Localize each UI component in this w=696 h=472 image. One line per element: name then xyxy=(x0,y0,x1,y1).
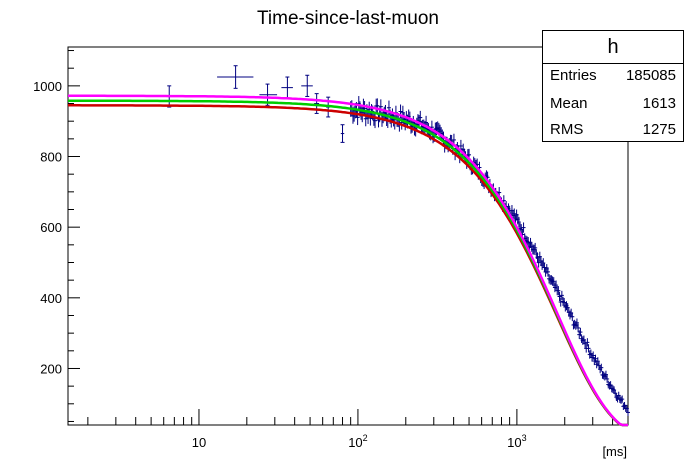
data-point xyxy=(429,120,434,134)
data-point xyxy=(533,242,538,253)
data-point xyxy=(605,375,610,383)
data-point xyxy=(595,357,600,366)
stats-box: h Entries 185085 Mean 1613 RMS 1275 xyxy=(542,30,684,142)
data-point xyxy=(373,113,378,129)
data-point xyxy=(624,404,629,413)
data-point xyxy=(557,291,562,302)
y-tick-label: 800 xyxy=(40,150,62,165)
data-point xyxy=(554,280,559,290)
data-point xyxy=(626,408,630,416)
stats-label: Mean xyxy=(550,95,588,112)
data-point xyxy=(559,290,564,300)
stats-row-mean: Mean 1613 xyxy=(543,91,683,117)
x-axis-label: [ms] xyxy=(602,444,627,459)
data-point xyxy=(535,252,540,263)
stats-row-rms: RMS 1275 xyxy=(543,117,683,143)
data-point xyxy=(603,370,608,379)
plot-frame xyxy=(67,46,629,426)
data-point xyxy=(545,267,550,277)
data-point xyxy=(355,109,360,126)
stats-label: RMS xyxy=(550,121,584,138)
chart-title: Time-since-last-muon xyxy=(257,8,439,29)
y-tick-label: 400 xyxy=(40,291,62,306)
data-point xyxy=(217,65,254,89)
data-point xyxy=(512,208,517,220)
data-point xyxy=(578,327,583,337)
stats-value: 1275 xyxy=(642,121,676,138)
data-point xyxy=(562,297,567,307)
data-point xyxy=(613,389,618,397)
fit-layer xyxy=(68,94,628,427)
stats-value: 185085 xyxy=(625,67,676,84)
data-point xyxy=(565,303,570,313)
y-tick-label: 600 xyxy=(40,220,62,235)
data-point xyxy=(558,297,563,307)
data-point xyxy=(367,101,372,117)
data-point xyxy=(551,277,556,287)
x-tick-label: 103 xyxy=(507,433,526,450)
y-tick-label: 1000 xyxy=(33,79,62,94)
data-point xyxy=(418,110,423,125)
x-tick-label: 102 xyxy=(348,433,367,450)
data-point xyxy=(519,224,524,235)
y-tick-label: 200 xyxy=(40,361,62,376)
data-point xyxy=(574,318,579,328)
data-point xyxy=(620,395,625,403)
axes: 200 400 600 800 1000 10 102 103 xyxy=(33,50,629,450)
data-point xyxy=(616,391,621,400)
stats-value: 1613 xyxy=(642,95,676,112)
data-point xyxy=(340,124,345,143)
data-point xyxy=(399,115,404,130)
x-tick-label: 10 xyxy=(192,435,206,450)
fit-curve xyxy=(68,94,628,427)
data-point xyxy=(556,286,561,296)
data-point xyxy=(536,257,541,268)
data-point xyxy=(570,312,575,322)
data-point xyxy=(516,216,521,228)
data-point xyxy=(599,363,604,372)
data-point xyxy=(521,222,526,233)
data-point xyxy=(362,101,367,117)
data-point xyxy=(591,351,596,360)
stats-row-entries: Entries 185085 xyxy=(543,63,683,89)
data-point xyxy=(576,323,581,333)
data-point xyxy=(583,339,588,348)
data-point xyxy=(586,344,591,353)
stats-label: Entries xyxy=(550,67,597,84)
data-point xyxy=(593,354,598,363)
data-point xyxy=(378,99,383,114)
data-point xyxy=(585,338,590,347)
data-point xyxy=(375,98,380,114)
data-point xyxy=(301,74,313,97)
stats-histogram-name: h xyxy=(543,31,683,64)
data-point xyxy=(281,76,293,99)
